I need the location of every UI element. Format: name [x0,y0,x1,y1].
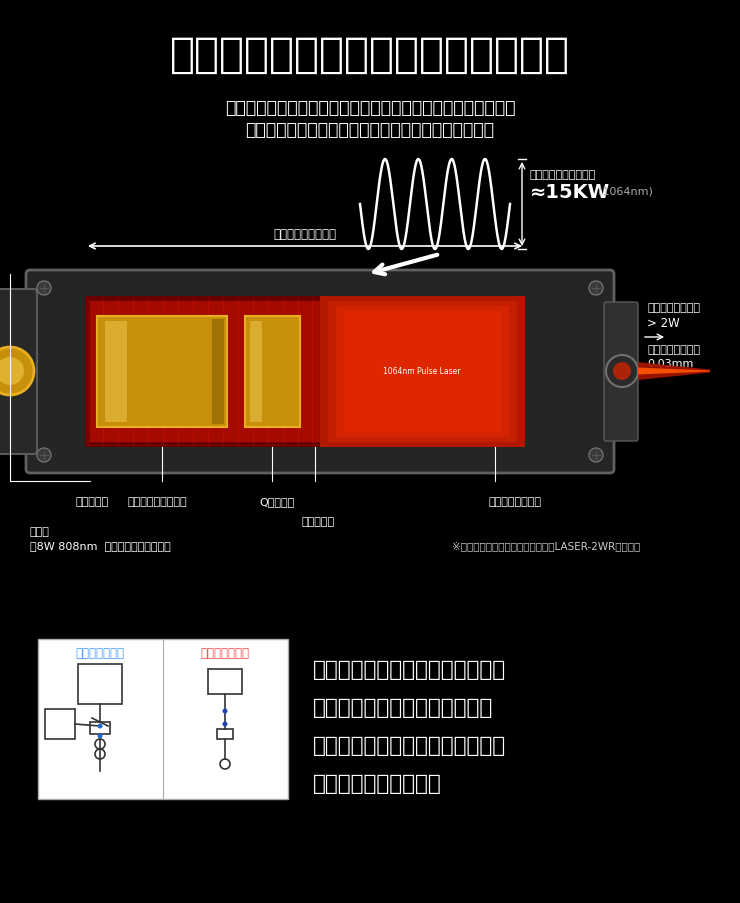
FancyBboxPatch shape [26,271,614,473]
Text: 出力ミラー: 出力ミラー [301,517,334,526]
FancyBboxPatch shape [604,303,638,442]
Bar [38,639,288,799]
Text: 1064nm Pulse Laser: 1064nm Pulse Laser [383,368,461,376]
Text: 手のひらサイズのモジュールに内蔵することに成功。: 手のひらサイズのモジュールに内蔵することに成功。 [246,121,494,139]
FancyBboxPatch shape [0,290,37,454]
Bar [85,297,525,448]
Circle shape [0,348,34,396]
Bar [97,317,227,427]
Bar [320,297,525,448]
Circle shape [223,709,227,713]
Bar [250,321,262,423]
Text: る高システムを導入。: る高システムを導入。 [313,773,442,793]
Bar [328,302,517,442]
Bar [105,321,127,423]
Bar [245,317,300,427]
Text: 従来本体に内蔵されていたレーザー技術を、独自の開発により: 従来本体に内蔵されていたレーザー技術を、独自の開発により [225,99,515,116]
Circle shape [613,363,631,380]
Polygon shape [638,368,710,375]
Circle shape [98,733,103,739]
Text: Qスイッチ: Qスイッチ [260,497,295,507]
Text: 反射ミラー: 反射ミラー [75,497,108,507]
Circle shape [37,449,51,462]
Text: (1064nm): (1064nm) [598,187,653,197]
Text: > 2W: > 2W [647,317,680,330]
Circle shape [589,449,603,462]
Circle shape [223,721,227,727]
Text: ≈15KW: ≈15KW [530,182,610,201]
Bar [344,312,501,433]
Text: ポンプ: ポンプ [30,526,50,536]
Bar [217,730,233,740]
Circle shape [606,356,638,387]
Text: フォーカス精度：: フォーカス精度： [647,345,700,355]
Polygon shape [638,363,710,380]
Bar [208,669,242,694]
Text: 変えることによって切り替えでき: 変えることによって切り替えでき [313,735,506,755]
Text: 赤外線パルスレーザー: 赤外線パルスレーザー [530,170,596,180]
Text: ブルーレーザー: ブルーレーザー [75,647,124,660]
Bar [90,722,110,734]
Text: レーザーの波長をモジュールを: レーザーの波長をモジュールを [313,697,494,717]
Text: レーザーキャビティ: レーザーキャビティ [274,228,337,241]
Text: レッドレーザー: レッドレーザー [201,647,249,660]
Bar [320,297,525,448]
Text: 高技術を小さなモジュールに内蔵。: 高技術を小さなモジュールに内蔵。 [170,34,570,76]
Text: ※イメージは金属対応モジュール（LASER-2WR）です。: ※イメージは金属対応モジュール（LASER-2WR）です。 [451,540,640,551]
Bar [90,302,520,442]
Circle shape [98,723,103,729]
Text: 0.03mm: 0.03mm [647,358,693,368]
Text: さらに、金属・非金属に対応した: さらに、金属・非金属に対応した [313,659,506,679]
Text: レーザークリスタル: レーザークリスタル [127,497,186,507]
Bar [336,307,509,438]
Circle shape [589,282,603,295]
Circle shape [37,282,51,295]
Text: （8W 808nm  ダイオードレーザー）: （8W 808nm ダイオードレーザー） [30,540,171,551]
Text: 平均レーザー出力: 平均レーザー出力 [647,303,700,312]
Circle shape [0,358,24,386]
Text: フォーカスミラー: フォーカスミラー [488,497,542,507]
Bar [212,320,224,424]
Bar [45,709,75,740]
Bar [78,665,122,704]
